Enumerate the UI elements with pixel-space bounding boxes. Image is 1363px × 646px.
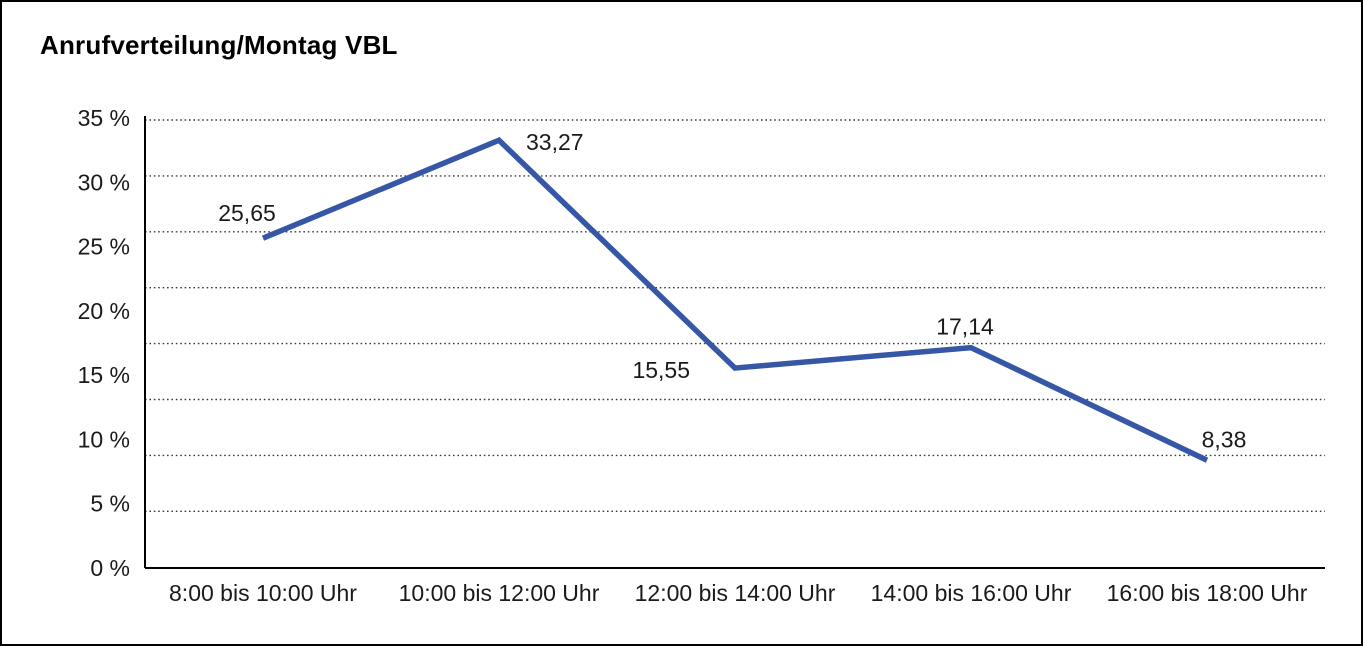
y-axis-tick-label: 0 % (90, 555, 130, 581)
data-point-label: 15,55 (632, 357, 690, 383)
y-axis-tick-label: 35 % (78, 105, 130, 131)
y-axis-tick-label: 25 % (78, 234, 130, 260)
chart-title: Anrufverteilung/Montag VBL (40, 30, 398, 60)
data-point-label: 33,27 (526, 129, 584, 155)
data-point-label: 25,65 (218, 200, 276, 226)
x-axis-tick-label: 8:00 bis 10:00 Uhr (169, 580, 357, 606)
y-axis-tick-label: 10 % (78, 426, 130, 452)
y-axis-tick-label: 15 % (78, 362, 130, 388)
y-axis-tick-label: 20 % (78, 298, 130, 324)
x-axis-tick-label: 12:00 bis 14:00 Uhr (635, 580, 836, 606)
data-line (261, 137, 1209, 463)
x-axis-tick-label: 16:00 bis 18:00 Uhr (1107, 580, 1308, 606)
data-point-label: 17,14 (936, 314, 994, 340)
x-axis-tick-label: 10:00 bis 12:00 Uhr (399, 580, 600, 606)
x-axis-tick-label: 14:00 bis 16:00 Uhr (871, 580, 1072, 606)
y-axis-tick-label: 5 % (90, 491, 130, 517)
y-axis-tick-label: 30 % (78, 169, 130, 195)
data-point-label: 8,38 (1202, 426, 1247, 452)
